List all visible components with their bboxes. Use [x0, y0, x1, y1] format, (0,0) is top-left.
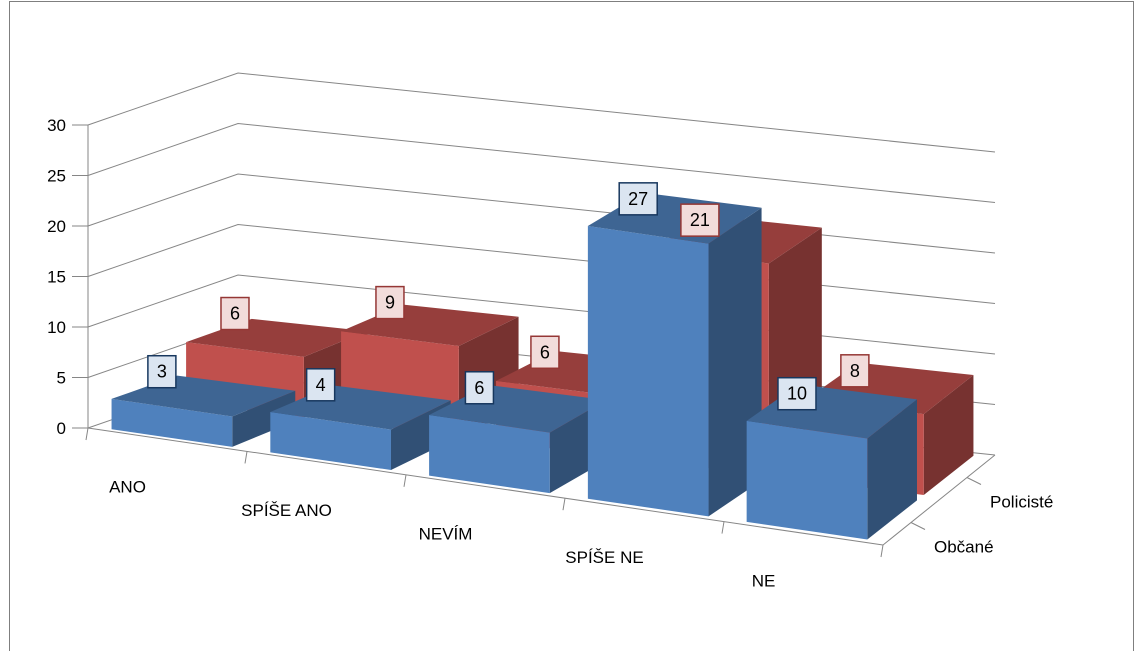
gridline	[87, 72, 996, 153]
labels: 6 9 6 21 8 3 4 6 27 10	[147, 182, 870, 411]
y-tick-label: 10	[47, 318, 66, 337]
bar-side	[232, 390, 296, 447]
gridline	[87, 223, 996, 304]
category-label: ANO	[109, 478, 146, 497]
y-tick-label: 20	[47, 217, 66, 236]
bar-front	[270, 411, 391, 471]
bar-side	[867, 399, 917, 540]
bar-front	[111, 398, 233, 447]
bar	[270, 385, 451, 471]
chart-frame	[9, 1, 1134, 651]
x-tick-mark	[721, 521, 725, 534]
data-label-box	[375, 285, 405, 320]
depth-axis-line	[882, 454, 996, 546]
y-tick-label: 30	[47, 116, 66, 135]
data-label-text: 6	[474, 378, 484, 398]
data-label-text: 9	[385, 293, 395, 313]
x-tick-mark	[880, 544, 884, 558]
series-tick-mark	[910, 522, 926, 530]
data-label-box	[220, 296, 250, 331]
data-label-text: 4	[316, 375, 326, 395]
data-label: 8	[840, 354, 870, 388]
data-label: 21	[680, 203, 720, 237]
data-label-box	[840, 354, 870, 388]
gridline	[87, 173, 996, 254]
category-label: NE	[752, 571, 776, 590]
series-label: Policisté	[990, 493, 1053, 512]
bar-side	[923, 374, 974, 495]
category-label: SPÍŠE ANO	[241, 501, 332, 520]
category-label: SPÍŠE NE	[565, 548, 643, 567]
data-label-box	[305, 368, 336, 402]
y-tick-label: 0	[57, 419, 66, 438]
data-label-text: 10	[787, 384, 807, 404]
data-label-text: 21	[690, 210, 710, 230]
data-label-text: 8	[850, 361, 860, 381]
data-label-text: 27	[628, 189, 648, 209]
series-tick-mark	[966, 477, 982, 485]
bar-front	[429, 414, 550, 494]
data-label: 27	[618, 182, 658, 216]
data-label: 4	[305, 368, 336, 402]
bar	[746, 384, 917, 540]
data-label-text: 6	[540, 342, 550, 362]
axes: 0 5 10 15 20 25 30 ANO SPÍŠE ANO NEVÍM SPÍŠE NE NE O…	[47, 116, 1053, 590]
data-label-text: 3	[157, 362, 167, 382]
data-label: 9	[375, 285, 405, 320]
data-label-box	[777, 376, 817, 411]
y-tick-label: 15	[47, 268, 66, 287]
data-label-box	[464, 371, 495, 405]
x-axis-line	[87, 427, 884, 546]
y-tick-label: 5	[57, 369, 66, 388]
bar	[587, 192, 762, 517]
series-label: Občané	[934, 538, 994, 557]
bar-front	[587, 226, 709, 517]
data-label: 3	[147, 354, 177, 389]
data-label-text: 6	[230, 304, 240, 324]
data-label: 6	[530, 335, 560, 370]
category-label: NEVÍM	[419, 525, 473, 544]
x-tick-mark	[403, 474, 407, 487]
y-tick-label: 25	[47, 167, 66, 186]
data-label: 6	[464, 371, 495, 405]
x-tick-mark	[85, 427, 89, 441]
data-label-box	[680, 203, 720, 237]
data-label-box	[147, 354, 177, 389]
x-tick-mark	[562, 498, 566, 511]
data-label: 10	[777, 376, 817, 411]
bar-front	[746, 420, 868, 540]
x-tick-mark	[244, 451, 248, 464]
data-label-box	[530, 335, 560, 370]
data-label-box	[618, 182, 658, 216]
gridline	[87, 122, 996, 203]
data-label: 6	[220, 296, 250, 331]
